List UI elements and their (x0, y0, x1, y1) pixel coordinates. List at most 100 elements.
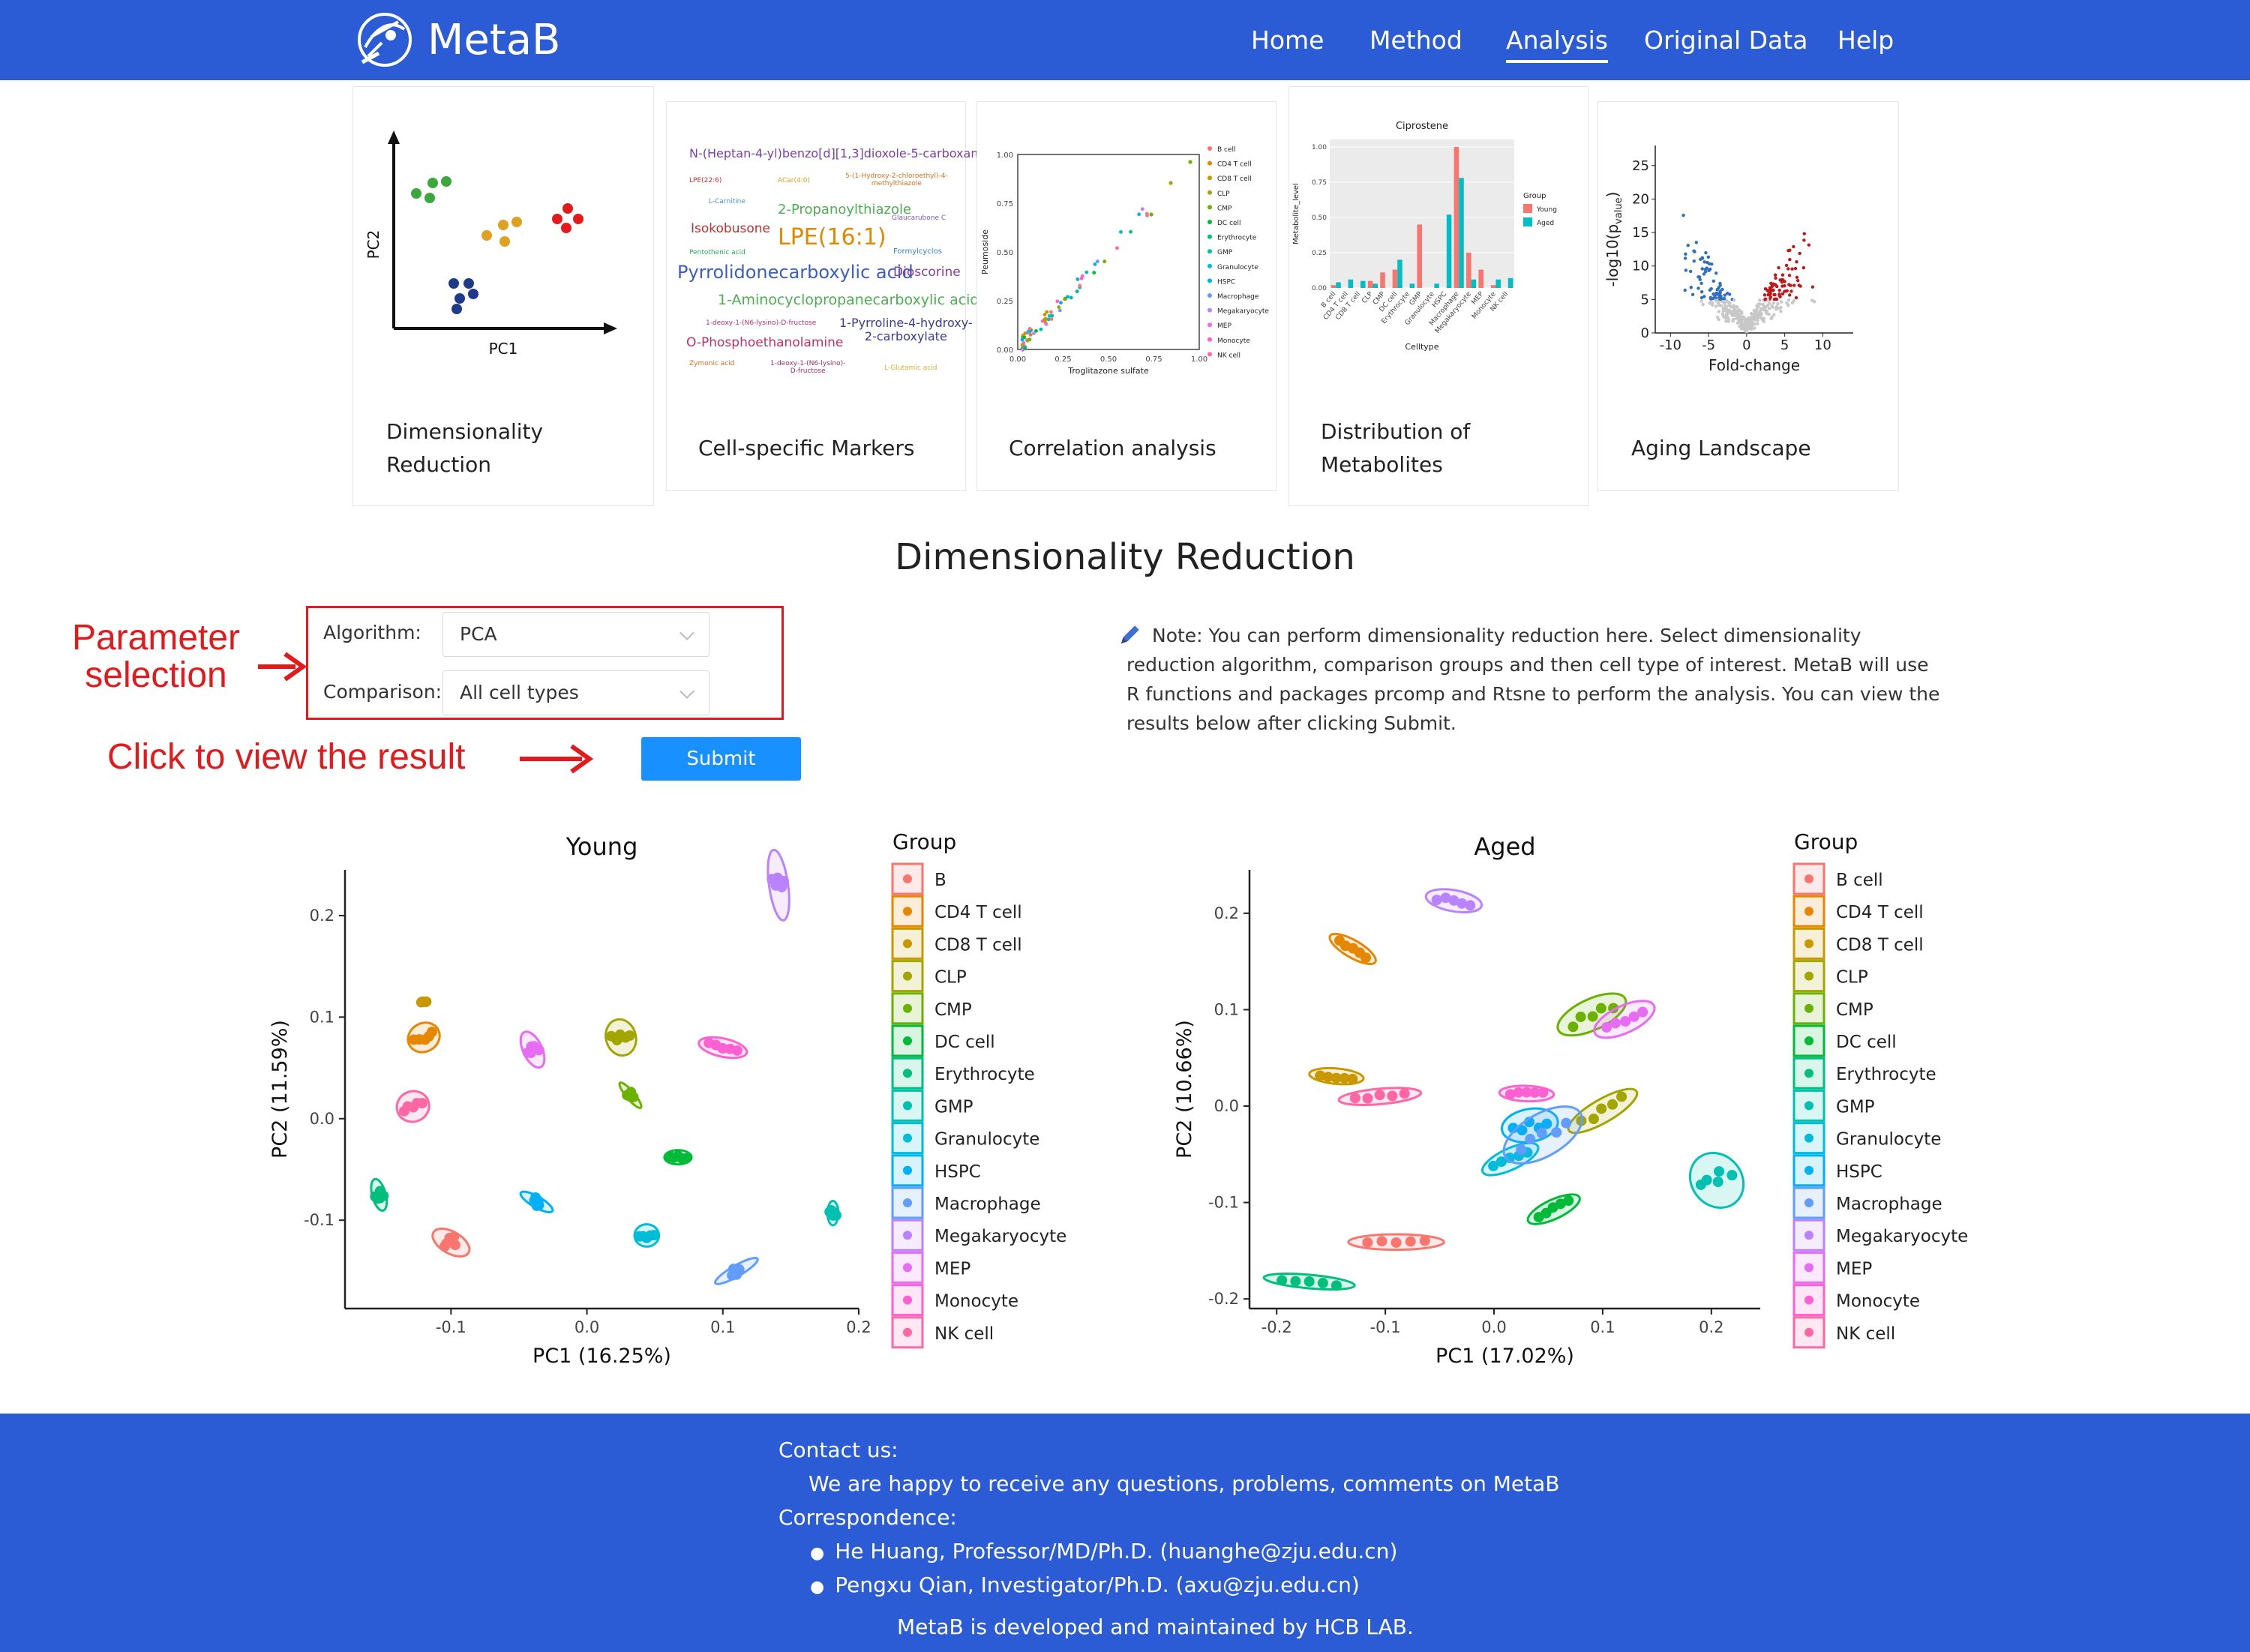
footer-contact-text: We are happy to receive any questions, p… (808, 1471, 1560, 1496)
footer-contact-1: ● He Huang, Professor/MD/Ph.D. (huanghe@z… (810, 1539, 1398, 1564)
submit-button[interactable]: Submit (641, 737, 801, 781)
svg-text:Granulocyte: Granulocyte (1217, 264, 1258, 271)
data-point (426, 1027, 437, 1038)
nav-help[interactable]: Help (1838, 25, 1894, 55)
svg-text:1.00: 1.00 (1191, 355, 1208, 364)
svg-text:Megakaryocyte: Megakaryocyte (1217, 308, 1269, 316)
data-point (1516, 1125, 1528, 1136)
wordcloud-word: Pentothenic acid (689, 249, 746, 256)
contact-1-text[interactable]: He Huang, Professor/MD/Ph.D. (huanghe@zj… (835, 1539, 1398, 1564)
wordcloud-word: ACar(4:0) (778, 177, 811, 184)
legend-key (1792, 1024, 1826, 1057)
svg-text:0: 0 (1641, 325, 1649, 341)
data-point (830, 1210, 842, 1221)
y-tick-label: -0.1 (1208, 1194, 1239, 1212)
data-point (1399, 1088, 1410, 1099)
data-point (1575, 1012, 1586, 1023)
card-aging-landscape[interactable]: -10 -5 0 5 10 0 5 10 15 20 25 Fold-change -log10(pva… (1598, 101, 1899, 491)
comparison-select[interactable]: All cell types (442, 670, 710, 715)
parameter-selection-box (306, 606, 784, 720)
data-point (1538, 1087, 1549, 1098)
data-point (1387, 1090, 1398, 1102)
y-tick-label: 0.1 (310, 1008, 334, 1026)
chart-title: Aged (1474, 832, 1535, 861)
legend-label: Macrophage (1836, 1195, 1942, 1214)
svg-text:1.00: 1.00 (1312, 144, 1327, 151)
svg-text:0.25: 0.25 (1312, 250, 1327, 257)
wordcloud-word: Formylcyclos (893, 247, 942, 256)
svg-text:Young: Young (1536, 206, 1557, 214)
legend-label: Macrophage (934, 1195, 1041, 1214)
y-tick-label: 0.2 (1214, 904, 1239, 922)
data-point (1628, 1011, 1640, 1022)
data-point (1339, 1072, 1350, 1084)
data-point (1419, 1235, 1430, 1246)
y-tick-label: -0.1 (304, 1211, 334, 1229)
data-point (1536, 1128, 1547, 1139)
contact-2-text[interactable]: Pengxu Qian, Investigator/Ph.D. (axu@zju… (835, 1573, 1360, 1597)
card-correlation-analysis[interactable]: 0.00 0.25 0.50 0.75 1.00 0.00 0.25 0.50 0.75 1.00… (976, 101, 1276, 491)
data-point (1465, 900, 1476, 911)
data-point (1431, 895, 1442, 906)
svg-text:Macrophage: Macrophage (1217, 293, 1259, 301)
data-point (728, 1264, 739, 1275)
svg-text:0.75: 0.75 (1145, 355, 1162, 364)
markers-wordcloud: N-(Heptan-4-yl)benzo[d][1,3]dioxole-5-ca… (667, 102, 1000, 402)
card-distribution-of-metabolites[interactable]: 0.00 0.25 0.50 0.75 1.00 Ciprostene Metabolite… (1288, 86, 1588, 506)
svg-text:-5: -5 (1702, 337, 1715, 353)
algorithm-label: Algorithm: (323, 622, 422, 643)
data-point (1714, 1166, 1725, 1177)
legend-label: CMP (934, 1000, 972, 1020)
legend-label: HSPC (934, 1162, 981, 1182)
legend-key (1792, 1186, 1826, 1219)
data-point (378, 1190, 389, 1201)
nav-home[interactable]: Home (1251, 25, 1324, 55)
wordcloud-word: 5-(1-Hydroxy-2-chloroethyl)-4- methylthi… (845, 172, 948, 188)
legend-label: B cell (1836, 871, 1883, 890)
svg-text:0.25: 0.25 (1054, 355, 1071, 364)
x-tick-label: 0.2 (846, 1318, 871, 1336)
data-point (1362, 1237, 1373, 1248)
algorithm-select[interactable]: PCA (442, 612, 710, 657)
annotation-arrows (258, 652, 594, 774)
data-point (1551, 1127, 1562, 1138)
svg-text:CMP: CMP (1217, 205, 1232, 212)
data-point (1595, 1003, 1606, 1014)
svg-text:MEP: MEP (1217, 322, 1232, 330)
nav-analysis[interactable]: Analysis (1506, 18, 1608, 63)
data-point (416, 1098, 428, 1109)
card-label: Distribution of Metabolites (1321, 419, 1471, 477)
data-point (1620, 1015, 1631, 1027)
legend-label: MEP (1836, 1259, 1872, 1279)
y-tick-label: 0.0 (1214, 1097, 1239, 1115)
legend-label: NK cell (1836, 1324, 1895, 1344)
svg-text:5: 5 (1780, 337, 1789, 353)
data-point (421, 996, 432, 1007)
x-tick-label: -0.2 (1262, 1318, 1292, 1336)
card-label: Cell-specific Markers (698, 436, 915, 460)
svg-text:DC cell: DC cell (1217, 220, 1241, 227)
data-point (1276, 1275, 1288, 1286)
data-point (1701, 1174, 1712, 1186)
card-cell-specific-markers[interactable]: N-(Heptan-4-yl)benzo[d][1,3]dioxole-5-ca… (666, 101, 1000, 491)
legend-label: Megakaryocyte (934, 1227, 1066, 1246)
metab-logo-icon[interactable] (0, 0, 2250, 80)
correlation-thumbnail: 0.00 0.25 0.50 0.75 1.00 0.00 0.25 0.50 0.75 1.00… (980, 146, 1269, 376)
y-tick-label: -0.2 (1208, 1290, 1239, 1308)
data-point (1347, 1073, 1358, 1084)
wordcloud-word: N-(Heptan-4-yl)benzo[d][1,3]dioxole-5-ca… (689, 146, 1001, 160)
data-point (1637, 1006, 1648, 1018)
data-point (1440, 892, 1451, 904)
legend-label: DC cell (934, 1033, 995, 1052)
svg-text:HSPC: HSPC (1217, 278, 1235, 286)
nav-original-data[interactable]: Original Data (1644, 25, 1808, 55)
brand-name[interactable]: MetaB (428, 16, 561, 64)
svg-text:0.25: 0.25 (997, 298, 1013, 306)
data-point (1508, 1123, 1519, 1134)
svg-text:0.50: 0.50 (1312, 214, 1327, 222)
card-dimensionality-reduction[interactable]: PC2 PC1 Dimensionality Reduction (352, 86, 654, 506)
data-point (1315, 1070, 1326, 1081)
data-point (1488, 1160, 1499, 1171)
x-axis-label: PC1 (16.25%) (532, 1345, 671, 1368)
nav-method[interactable]: Method (1370, 25, 1462, 55)
